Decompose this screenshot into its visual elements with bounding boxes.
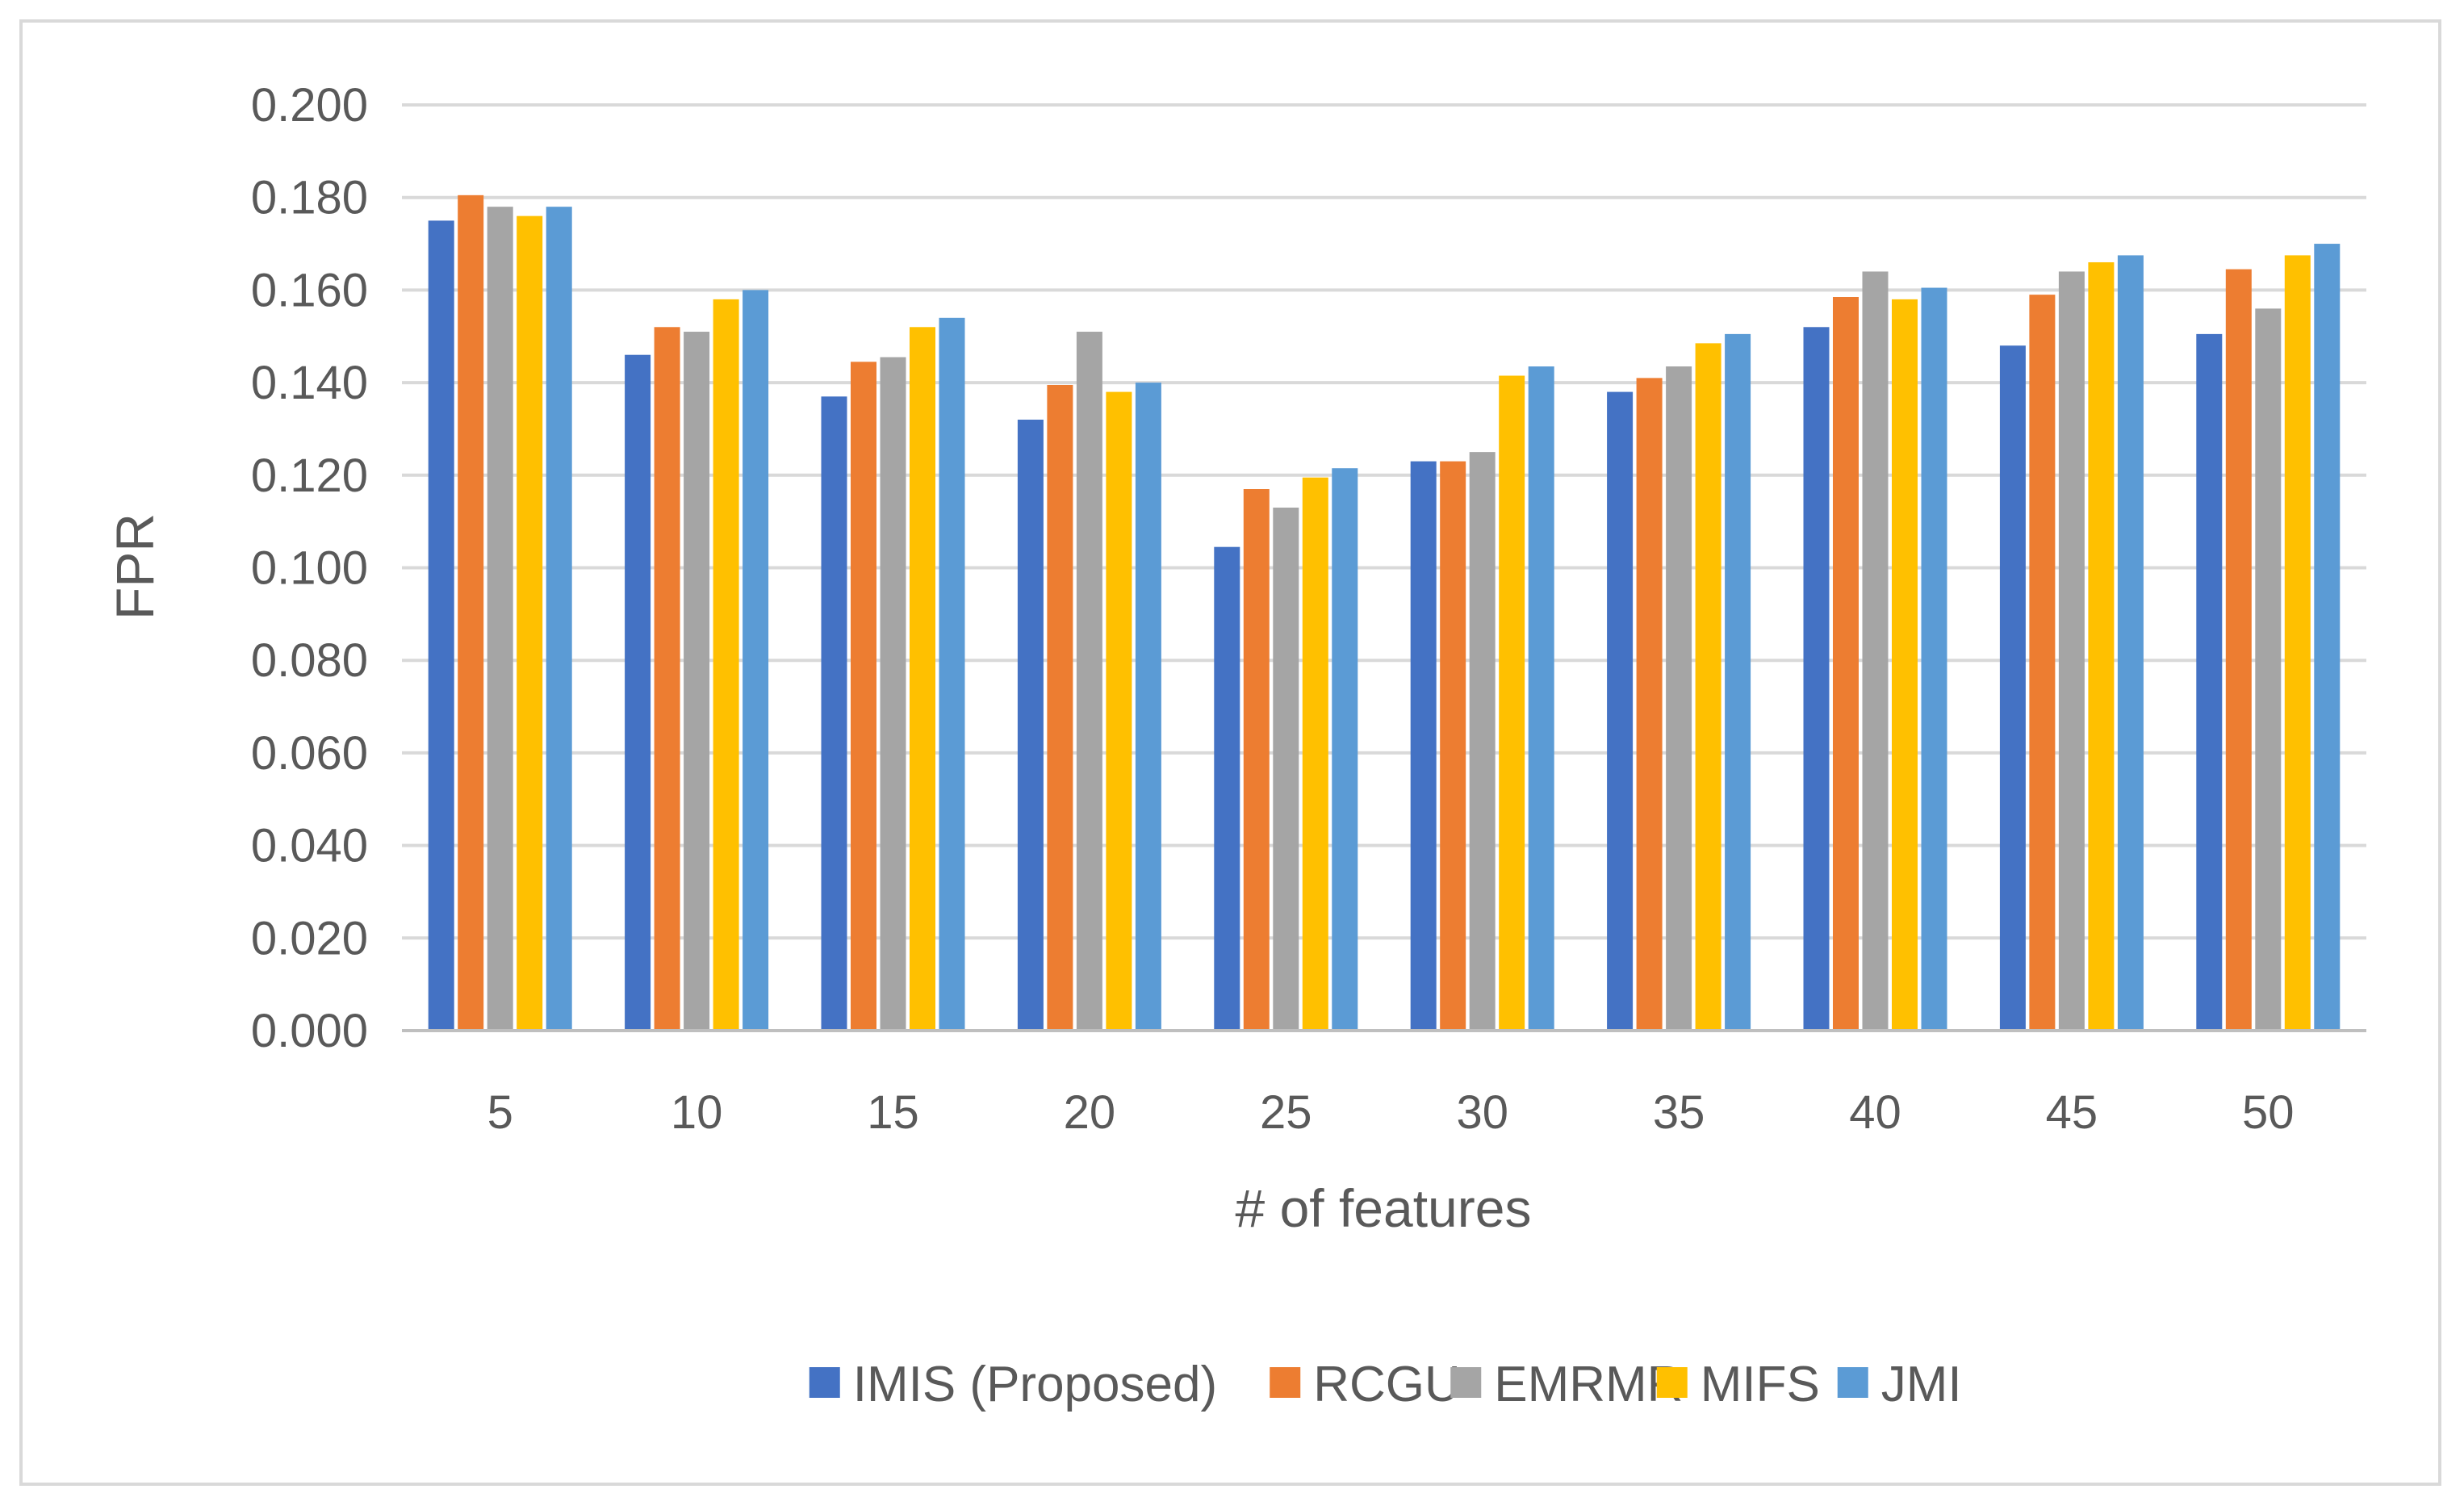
bar-rcgu-10 bbox=[654, 327, 680, 1031]
bar-imis-proposed-30 bbox=[1410, 461, 1437, 1031]
bar-imis-proposed-35 bbox=[1607, 391, 1634, 1031]
legend-label: JMI bbox=[1881, 1357, 1962, 1412]
bar-jmi-45 bbox=[2117, 255, 2144, 1031]
bar-mifs-20 bbox=[1106, 391, 1132, 1031]
bars bbox=[428, 195, 2341, 1031]
bar-imis-proposed-40 bbox=[1803, 327, 1830, 1031]
bar-emrmr-10 bbox=[684, 332, 710, 1031]
bar-jmi-15 bbox=[939, 317, 965, 1031]
bar-rcgu-40 bbox=[1833, 297, 1859, 1031]
bar-emrmr-45 bbox=[2058, 271, 2085, 1031]
y-tick-label: 0.200 bbox=[251, 79, 368, 132]
bar-imis-proposed-45 bbox=[1999, 345, 2026, 1031]
bar-rcgu-15 bbox=[851, 362, 876, 1031]
bar-mifs-15 bbox=[910, 327, 935, 1031]
y-tick-label: 0.100 bbox=[251, 542, 368, 595]
bar-mifs-5 bbox=[517, 215, 543, 1031]
bar-imis-proposed-20 bbox=[1017, 419, 1044, 1031]
bar-jmi-50 bbox=[2314, 244, 2341, 1031]
legend-swatch bbox=[809, 1367, 840, 1398]
y-tick-label: 0.060 bbox=[251, 727, 368, 780]
x-tick-label: 45 bbox=[2046, 1086, 2098, 1139]
y-tick-label: 0.020 bbox=[251, 912, 368, 964]
legend: IMIS (Proposed) RCGU EMRMR MIFS JMI bbox=[809, 1357, 1962, 1412]
bar-rcgu-20 bbox=[1047, 384, 1073, 1031]
bar-imis-proposed-15 bbox=[821, 396, 847, 1031]
y-tick-label: 0.000 bbox=[251, 1005, 368, 1057]
bar-mifs-25 bbox=[1302, 477, 1328, 1031]
bar-jmi-5 bbox=[546, 207, 572, 1031]
bar-mifs-40 bbox=[1892, 299, 1918, 1031]
legend-label: MIFS bbox=[1701, 1357, 1820, 1412]
x-tick-label: 35 bbox=[1653, 1086, 1705, 1139]
legend-swatch bbox=[1656, 1367, 1688, 1398]
bar-rcgu-45 bbox=[2029, 295, 2056, 1031]
bar-mifs-50 bbox=[2284, 255, 2311, 1031]
x-tick-label: 25 bbox=[1260, 1086, 1312, 1139]
legend-label: RCGU bbox=[1313, 1357, 1461, 1412]
y-tick-label: 0.120 bbox=[251, 450, 368, 502]
x-axis-title: # of features bbox=[1236, 1178, 1532, 1238]
bar-imis-proposed-50 bbox=[2196, 333, 2223, 1031]
bar-jmi-40 bbox=[1921, 287, 1947, 1031]
x-tick-label: 50 bbox=[2242, 1086, 2295, 1139]
legend-label: IMIS (Proposed) bbox=[853, 1357, 1217, 1412]
y-tick-label: 0.160 bbox=[251, 264, 368, 316]
bar-rcgu-5 bbox=[458, 195, 484, 1031]
bar-jmi-10 bbox=[743, 290, 769, 1031]
bar-emrmr-25 bbox=[1273, 507, 1299, 1031]
bar-mifs-10 bbox=[713, 299, 739, 1031]
bar-jmi-25 bbox=[1332, 468, 1358, 1031]
y-axis-title: FPR bbox=[105, 513, 165, 620]
bar-emrmr-30 bbox=[1469, 452, 1496, 1031]
legend-swatch bbox=[1270, 1367, 1301, 1398]
legend-swatch bbox=[1837, 1367, 1868, 1398]
bar-imis-proposed-10 bbox=[625, 354, 651, 1031]
bar-rcgu-25 bbox=[1243, 489, 1270, 1031]
legend-label: EMRMR bbox=[1494, 1357, 1683, 1412]
bar-emrmr-35 bbox=[1666, 366, 1692, 1031]
bar-mifs-45 bbox=[2088, 261, 2115, 1031]
bar-emrmr-15 bbox=[880, 357, 906, 1031]
bar-jmi-20 bbox=[1135, 383, 1161, 1031]
x-tick-label: 10 bbox=[671, 1086, 723, 1139]
bar-jmi-30 bbox=[1528, 366, 1554, 1031]
bar-jmi-35 bbox=[1725, 333, 1751, 1031]
bar-imis-proposed-5 bbox=[428, 220, 454, 1031]
bar-rcgu-30 bbox=[1440, 461, 1466, 1031]
y-tick-label: 0.180 bbox=[251, 172, 368, 224]
bar-emrmr-5 bbox=[487, 207, 513, 1031]
x-tick-label: 15 bbox=[867, 1086, 919, 1139]
x-tick-label: 30 bbox=[1456, 1086, 1508, 1139]
bar-rcgu-50 bbox=[2225, 269, 2252, 1031]
y-tick-label: 0.080 bbox=[251, 634, 368, 687]
bar-emrmr-40 bbox=[1862, 271, 1889, 1031]
legend-swatch bbox=[1450, 1367, 1482, 1398]
axes: 0.000 0.020 0.040 0.060 0.080 0.100 0.120 0.140… bbox=[251, 79, 2366, 1139]
y-tick-label: 0.040 bbox=[251, 820, 368, 872]
bar-emrmr-50 bbox=[2255, 308, 2282, 1031]
y-tick-label: 0.140 bbox=[251, 357, 368, 409]
x-tick-label: 5 bbox=[487, 1086, 513, 1139]
x-tick-label: 20 bbox=[1064, 1086, 1116, 1139]
bar-mifs-30 bbox=[1499, 375, 1525, 1031]
bar-mifs-35 bbox=[1695, 343, 1721, 1031]
bar-rcgu-35 bbox=[1636, 378, 1663, 1031]
bar-emrmr-20 bbox=[1076, 332, 1102, 1031]
bar-imis-proposed-25 bbox=[1214, 546, 1240, 1031]
x-tick-label: 40 bbox=[1849, 1086, 1901, 1139]
